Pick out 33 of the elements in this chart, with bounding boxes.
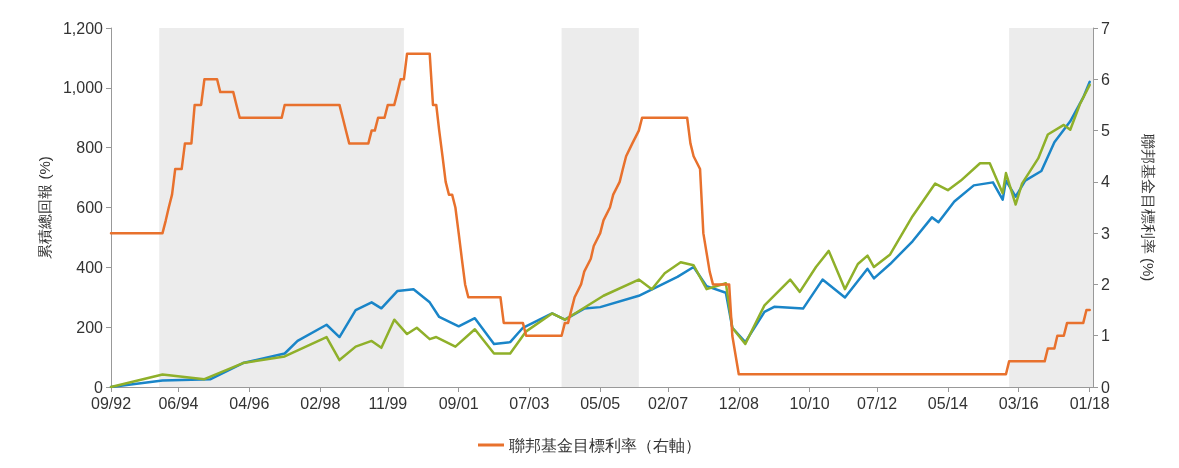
x-tick-label: 10/10 bbox=[789, 394, 830, 412]
x-tick-label: 02/07 bbox=[647, 394, 689, 412]
x-tick-label: 12/08 bbox=[718, 394, 759, 412]
y-tick-label: 0 bbox=[94, 378, 104, 396]
x-tick-label: 09/01 bbox=[438, 394, 479, 412]
x-tick-label: 01/18 bbox=[1069, 394, 1110, 412]
y-tick-label: 200 bbox=[76, 318, 104, 336]
y2-tick-label: 5 bbox=[1101, 122, 1110, 140]
y-tick-label: 600 bbox=[76, 199, 104, 216]
x-tick-label: 05/14 bbox=[927, 394, 968, 412]
y-tick-label: 1,000 bbox=[62, 79, 104, 97]
y2-tick-label: 7 bbox=[1101, 19, 1110, 37]
x-tick-label: 07/03 bbox=[509, 394, 550, 412]
x-tick-label: 07/12 bbox=[857, 394, 898, 412]
y2-axis-title: 聯邦基金目標利率 (%) bbox=[1140, 133, 1157, 282]
y-axis-title: 累積總回報 (%) bbox=[36, 156, 54, 259]
y2-tick-label: 1 bbox=[1101, 327, 1110, 345]
y-tick-label: 1,200 bbox=[62, 19, 104, 37]
y2-tick-label: 0 bbox=[1101, 378, 1110, 396]
x-tick-label: 04/96 bbox=[229, 394, 270, 412]
x-tick-label: 05/05 bbox=[580, 394, 621, 412]
y2-tick-label: 6 bbox=[1101, 70, 1110, 88]
y2-tick-label: 2 bbox=[1101, 275, 1110, 293]
legend-label: 聯邦基金目標利率（右軸） bbox=[509, 436, 701, 454]
x-tick-label: 02/98 bbox=[300, 394, 341, 412]
x-tick-label: 11/99 bbox=[368, 394, 408, 412]
x-tick-label: 06/94 bbox=[158, 394, 199, 412]
y-tick-label: 800 bbox=[76, 139, 104, 157]
y2-tick-label: 3 bbox=[1101, 224, 1110, 242]
y2-tick-label: 4 bbox=[1101, 173, 1110, 191]
x-tick-label: 03/16 bbox=[998, 394, 1039, 412]
x-tick-label: 09/92 bbox=[90, 394, 132, 412]
y-tick-label: 400 bbox=[76, 258, 104, 276]
